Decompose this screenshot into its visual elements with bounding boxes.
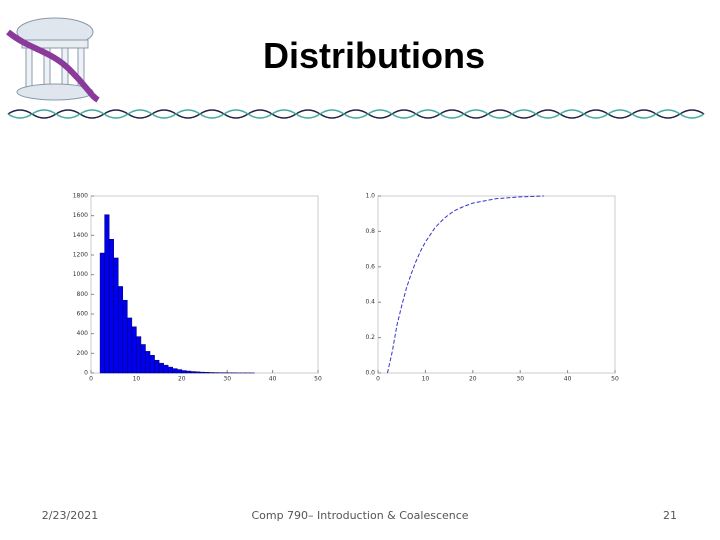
- y-tick-label: 1400: [73, 232, 88, 239]
- histogram-bar: [195, 371, 201, 374]
- histogram-bar: [190, 371, 196, 374]
- x-tick-label: 30: [223, 376, 231, 383]
- histogram-bar: [204, 372, 210, 374]
- histogram-bar: [145, 351, 151, 374]
- y-tick-label: 0.2: [365, 334, 375, 341]
- x-tick-label: 40: [269, 376, 277, 383]
- y-tick-label: 600: [77, 311, 89, 318]
- histogram-bar: [177, 369, 183, 374]
- x-tick-label: 20: [469, 376, 477, 383]
- y-tick-label: 1800: [73, 193, 88, 200]
- y-tick-label: 1200: [73, 252, 88, 259]
- y-tick-label: 0.4: [365, 299, 375, 306]
- x-tick-label: 10: [422, 376, 430, 383]
- y-tick-label: 0.8: [365, 228, 375, 235]
- x-tick-label: 40: [564, 376, 572, 383]
- histogram-bar: [199, 371, 205, 374]
- footer-page: 21: [663, 509, 677, 522]
- histogram-bar: [136, 336, 142, 374]
- histogram-bar: [167, 366, 173, 374]
- y-tick-label: 1.0: [365, 193, 375, 200]
- histogram-bar: [140, 344, 146, 374]
- histogram-bar: [154, 359, 160, 374]
- histogram-bar: [172, 368, 178, 374]
- histogram-bar: [181, 370, 187, 374]
- cdf-line: [386, 195, 544, 374]
- x-tick-label: 50: [314, 376, 322, 383]
- y-tick-label: 0.6: [365, 263, 375, 270]
- histogram-bar: [163, 364, 169, 374]
- x-tick-label: 0: [376, 376, 380, 383]
- histogram-bar: [127, 317, 133, 374]
- histogram-bar: [149, 355, 155, 374]
- histogram-bar: [113, 257, 119, 374]
- x-tick-label: 10: [133, 376, 141, 383]
- slide-title: Distributions: [263, 35, 485, 76]
- footer-course: Comp 790– Introduction & Coalescence: [251, 509, 468, 522]
- y-tick-label: 1000: [73, 271, 88, 278]
- x-tick-label: 50: [611, 376, 619, 383]
- histogram-bar: [186, 370, 192, 374]
- x-tick-label: 20: [178, 376, 186, 383]
- histogram-bar: [104, 214, 110, 374]
- x-tick-label: 0: [89, 376, 93, 383]
- logo: [6, 17, 100, 103]
- dna-divider: [7, 109, 705, 119]
- histogram-bar: [122, 299, 128, 374]
- y-tick-label: 0: [84, 370, 88, 377]
- y-tick-label: 800: [77, 291, 89, 298]
- footer-date: 2/23/2021: [42, 509, 98, 522]
- y-tick-label: 400: [77, 330, 89, 337]
- histogram-bar: [108, 239, 114, 374]
- y-tick-label: 0.0: [365, 370, 375, 377]
- histogram-bar: [99, 252, 105, 374]
- y-tick-label: 1600: [73, 212, 88, 219]
- histogram-bar: [117, 286, 124, 374]
- histogram-bar: [131, 326, 137, 374]
- x-tick-label: 30: [516, 376, 524, 383]
- histogram-bar: [158, 362, 164, 374]
- y-tick-label: 200: [77, 350, 89, 357]
- plot-frame: [377, 195, 616, 374]
